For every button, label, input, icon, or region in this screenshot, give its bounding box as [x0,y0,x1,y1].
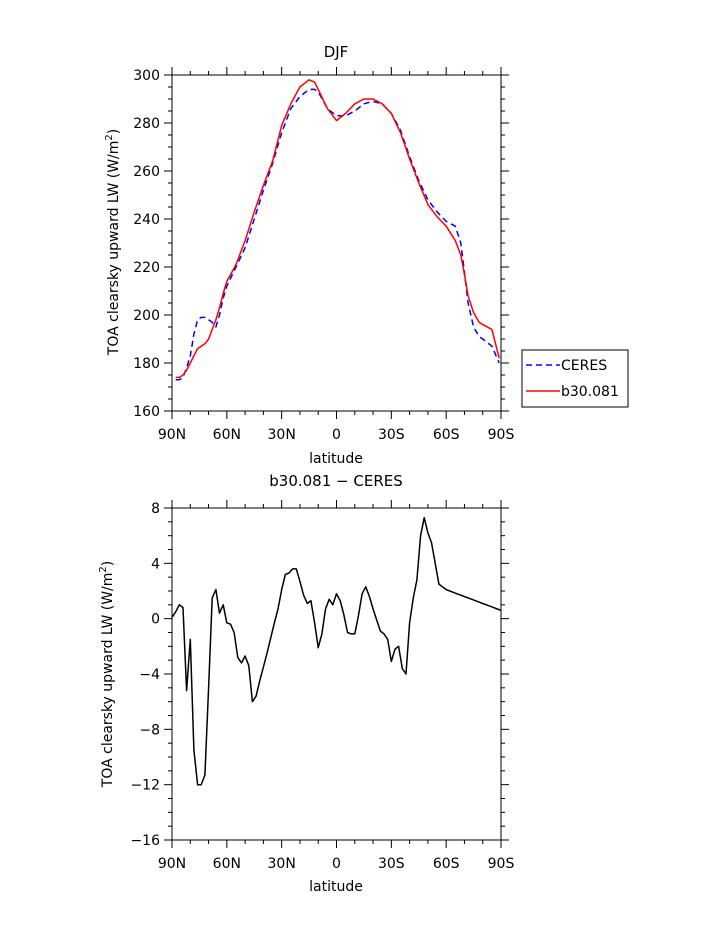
top-series-line-b30-081 [175,79,500,379]
top-x-tick-label: 90N [158,427,186,443]
top-y-tick-label: 240 [133,212,160,228]
bottom-x-tick-label: 60S [433,856,460,872]
bottom-x-tick-label: 90S [488,856,515,872]
top-ylabel-close: ) [106,129,122,134]
bottom-y-tick-label: 8 [151,501,160,517]
top-chart-ylabel: TOA clearsky upward LW (W/m2) [104,129,122,356]
top-x-tick-label: 30S [378,427,405,443]
bottom-x-tick-label: 30N [268,856,296,872]
bottom-y-tick-label: 4 [151,556,160,572]
top-chart-title: DJF [324,43,349,61]
top-y-tick-label: 220 [133,260,160,276]
bottom-y-tick-label: −16 [130,833,160,849]
bottom-chart-ylabel: TOA clearsky upward LW (W/m2) [98,561,116,788]
bottom-x-tick-label: 60N [213,856,241,872]
top-plot-frame [171,74,502,412]
bottom-x-tick-label: 30S [378,856,405,872]
top-x-tick-label: 60N [213,427,241,443]
bottom-plot-frame [171,507,502,841]
top-x-tick-label: 90S [488,427,515,443]
top-y-tick-label: 160 [133,404,160,420]
top-x-tick-label: 30N [268,427,296,443]
bottom-chart-xlabel: latitude [309,879,363,895]
bottom-y-tick-label: −4 [139,667,160,683]
bottom-chart-panel: b30.081 − CERES latitude TOA clearsky up… [98,472,514,895]
bottom-series-line-0 [171,516,502,786]
top-y-tick-label: 200 [133,308,160,324]
bottom-ylabel-main: TOA clearsky upward LW (W/m [100,573,116,789]
top-ylabel-superscript: 2 [104,134,115,140]
top-series-line-ceres [175,88,500,381]
legend-box [521,349,629,408]
top-chart-panel: DJF latitude TOA clearsky upward LW (W/m… [104,43,629,467]
bottom-ylabel-close: ) [100,561,116,566]
bottom-y-tick-label: 0 [151,612,160,628]
top-y-tick-label: 180 [133,356,160,372]
top-chart-xlabel: latitude [309,451,363,467]
top-chart-legend: CERES b30.081 [521,349,629,408]
top-y-tick-label: 280 [133,116,160,132]
bottom-x-tick-label: 90N [158,856,186,872]
top-y-tick-label: 300 [133,68,160,84]
legend-label-b30-081: b30.081 [561,384,619,400]
top-x-tick-label: 60S [433,427,460,443]
bottom-ylabel-superscript: 2 [98,566,109,572]
bottom-y-tick-label: −8 [139,722,160,738]
top-x-tick-label: 0 [332,427,341,443]
bottom-y-tick-label: −12 [130,778,160,794]
top-y-tick-label: 260 [133,164,160,180]
bottom-chart-title: b30.081 − CERES [269,472,402,490]
bottom-x-tick-label: 0 [332,856,341,872]
legend-label-ceres: CERES [561,358,607,374]
top-ylabel-main: TOA clearsky upward LW (W/m [106,141,122,357]
